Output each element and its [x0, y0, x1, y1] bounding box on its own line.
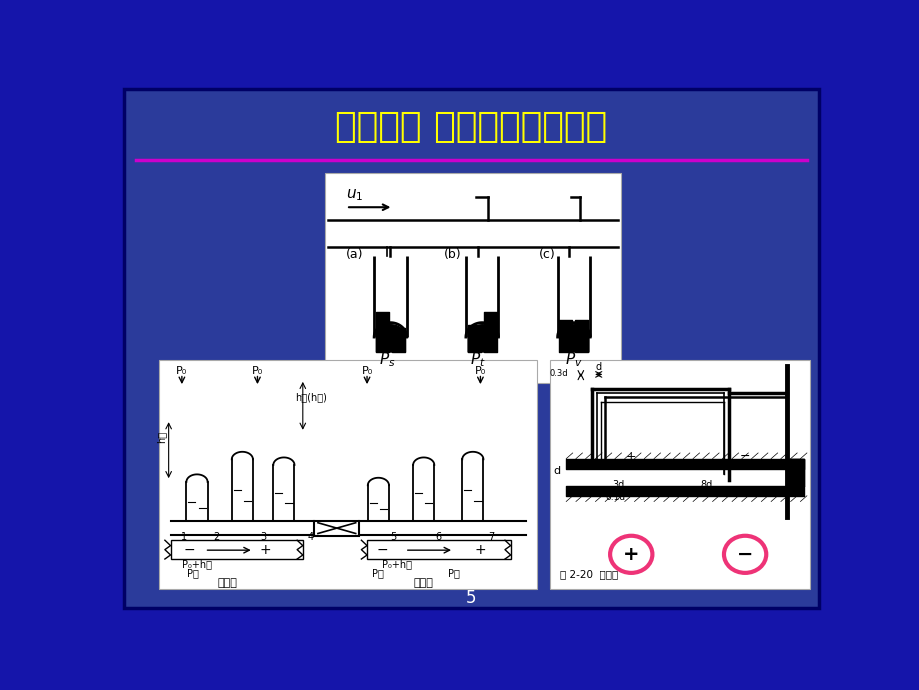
FancyBboxPatch shape — [123, 89, 819, 608]
FancyBboxPatch shape — [325, 173, 620, 383]
Text: 5: 5 — [466, 589, 476, 607]
FancyBboxPatch shape — [159, 360, 537, 589]
Text: 点压力： 静压、全压、速压: 点压力： 静压、全压、速压 — [335, 110, 607, 144]
FancyBboxPatch shape — [550, 360, 810, 589]
